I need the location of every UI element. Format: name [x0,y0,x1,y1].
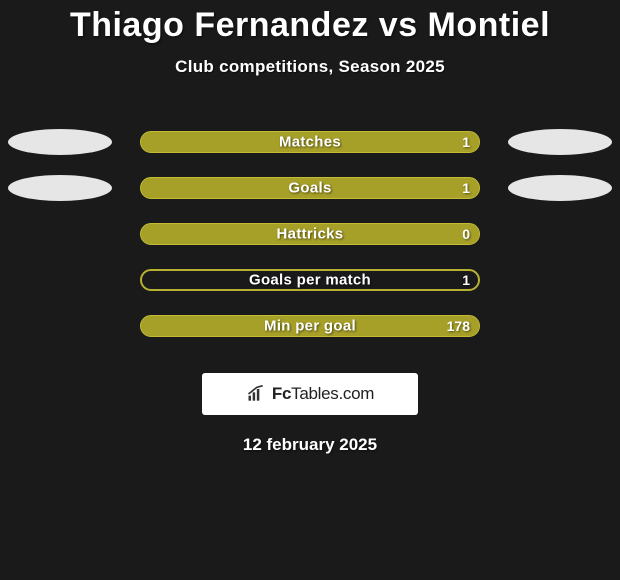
stat-row: Min per goal 178 [0,303,620,349]
page-title: Thiago Fernandez vs Montiel [0,0,620,45]
player-right-marker [508,175,612,201]
stat-row: Matches 1 [0,119,620,165]
stat-label: Matches [279,134,341,151]
comparison-card: Thiago Fernandez vs Montiel Club competi… [0,0,620,455]
page-subtitle: Club competitions, Season 2025 [0,57,620,77]
chart-icon [246,384,266,404]
stat-value: 1 [462,180,470,196]
stat-value: 1 [462,134,470,150]
branding-text: FcTables.com [272,384,374,404]
stat-value: 178 [447,318,470,334]
date-text: 12 february 2025 [0,435,620,455]
stat-label: Goals [288,180,331,197]
stat-value: 0 [462,226,470,242]
stat-label: Min per goal [264,318,356,335]
branding-bold: Fc [272,384,291,403]
player-left-marker [8,175,112,201]
stat-rows: Matches 1 Goals 1 Hattricks 0 Goals per match 1… [0,119,620,349]
player-left-marker [8,129,112,155]
stat-row: Goals 1 [0,165,620,211]
stat-label: Goals per match [249,272,371,289]
branding-rest: Tables.com [291,384,374,403]
stat-label: Hattricks [277,226,344,243]
branding-box[interactable]: FcTables.com [202,373,418,415]
stat-row: Goals per match 1 [0,257,620,303]
stat-value: 1 [462,272,470,288]
stat-row: Hattricks 0 [0,211,620,257]
player-right-marker [508,129,612,155]
